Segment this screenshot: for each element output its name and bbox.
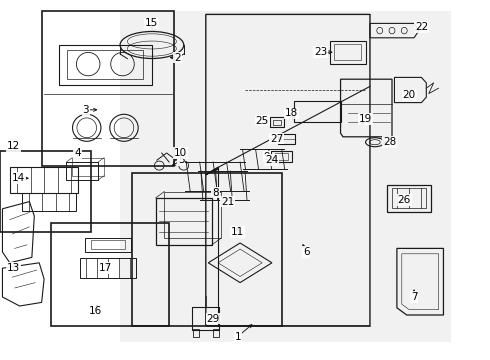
Bar bbox=[67, 162, 98, 180]
Bar bbox=[387, 184, 431, 211]
Text: 23: 23 bbox=[314, 47, 328, 57]
Text: 20: 20 bbox=[403, 90, 416, 100]
Text: 4: 4 bbox=[74, 148, 81, 158]
Text: 28: 28 bbox=[383, 137, 396, 147]
Text: 18: 18 bbox=[285, 108, 298, 118]
Text: 3: 3 bbox=[82, 105, 89, 115]
Bar bbox=[51, 223, 169, 326]
Text: 6: 6 bbox=[303, 247, 310, 257]
Bar bbox=[10, 167, 78, 193]
Bar bbox=[73, 158, 104, 176]
Bar bbox=[156, 198, 212, 245]
Text: 12: 12 bbox=[7, 141, 21, 151]
Bar bbox=[79, 258, 136, 278]
Text: 19: 19 bbox=[358, 114, 372, 124]
Text: 11: 11 bbox=[231, 227, 245, 237]
Polygon shape bbox=[120, 11, 451, 342]
Bar bbox=[84, 238, 131, 252]
Bar bbox=[273, 120, 281, 125]
Text: 22: 22 bbox=[415, 22, 428, 32]
Text: 8: 8 bbox=[212, 188, 219, 198]
Text: 10: 10 bbox=[174, 148, 187, 158]
Text: 13: 13 bbox=[7, 263, 21, 273]
Bar bbox=[42, 11, 174, 166]
Text: 14: 14 bbox=[12, 173, 25, 183]
Bar bbox=[59, 45, 152, 85]
Bar bbox=[213, 329, 219, 337]
Bar bbox=[91, 240, 125, 249]
Text: 7: 7 bbox=[411, 292, 417, 302]
Bar bbox=[271, 151, 292, 162]
Bar bbox=[334, 44, 362, 60]
Text: 15: 15 bbox=[145, 18, 159, 28]
Bar bbox=[329, 40, 366, 64]
Bar bbox=[165, 192, 220, 238]
Bar bbox=[22, 193, 76, 211]
Text: 24: 24 bbox=[265, 155, 279, 165]
Text: 16: 16 bbox=[89, 306, 102, 316]
Text: 17: 17 bbox=[98, 263, 112, 273]
Text: 1: 1 bbox=[234, 332, 241, 342]
Text: 5: 5 bbox=[178, 155, 185, 165]
Bar bbox=[0, 151, 91, 232]
Bar bbox=[278, 134, 295, 144]
Bar bbox=[392, 188, 426, 208]
Text: 26: 26 bbox=[397, 195, 411, 205]
Bar bbox=[68, 50, 143, 79]
Text: 29: 29 bbox=[206, 314, 220, 324]
Bar bbox=[193, 329, 199, 337]
Text: 27: 27 bbox=[270, 134, 284, 144]
Text: 2: 2 bbox=[174, 53, 181, 63]
Text: 21: 21 bbox=[221, 197, 235, 207]
Bar bbox=[270, 117, 284, 127]
Bar bbox=[275, 153, 288, 160]
Text: 25: 25 bbox=[255, 116, 269, 126]
Text: 9: 9 bbox=[264, 152, 270, 162]
Bar bbox=[132, 173, 282, 326]
Bar bbox=[192, 307, 219, 330]
